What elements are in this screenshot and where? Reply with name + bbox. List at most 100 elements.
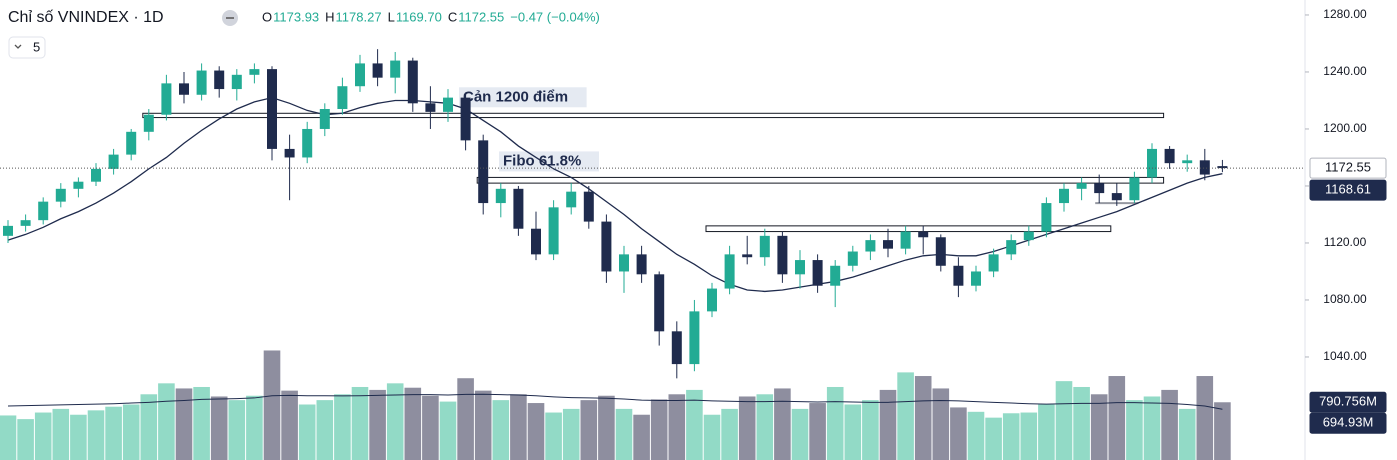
- candle-body: [742, 254, 753, 258]
- volume-bar: [545, 412, 562, 460]
- volume-bar: [1038, 404, 1055, 460]
- candle-body: [1182, 160, 1193, 164]
- interval-box[interactable]: [8, 36, 46, 59]
- volume-bar: [1055, 381, 1073, 460]
- candle-body: [319, 109, 330, 129]
- candle-body: [267, 69, 277, 149]
- candle-body: [707, 288, 717, 312]
- volume-bar: [492, 400, 510, 460]
- volume-bar: [351, 386, 369, 460]
- legend-value: 1173.93: [273, 9, 319, 24]
- volume-bar: [1196, 376, 1214, 460]
- candle-body: [548, 207, 559, 255]
- candle-body: [161, 83, 172, 115]
- volume-bar: [598, 395, 615, 460]
- chart-title: Chỉ số VNINDEX · 1D: [8, 9, 164, 26]
- y-tick-label: 1040.00: [1323, 349, 1367, 363]
- volume-bar: [1178, 408, 1196, 460]
- volume-bar: [34, 412, 52, 460]
- price-tag-label: 790.756M: [1319, 394, 1377, 409]
- candle-body: [654, 274, 665, 332]
- candle-body: [443, 97, 453, 112]
- candle-body: [108, 154, 119, 169]
- volume-bar: [1090, 394, 1108, 460]
- candle-body: [355, 63, 365, 87]
- candle-body: [988, 254, 999, 272]
- candle-body: [495, 188, 506, 204]
- volume-bar: [879, 389, 897, 460]
- candle-body: [337, 86, 348, 110]
- candle-body: [601, 221, 612, 272]
- volume-bar: [967, 411, 985, 460]
- volume-bar: [510, 394, 527, 460]
- price-tag: [1309, 179, 1387, 201]
- volume-bar: [52, 408, 70, 460]
- candle-body: [531, 228, 541, 255]
- volume-bar: [1126, 400, 1143, 460]
- candle-body: [865, 240, 876, 252]
- candle-body: [249, 69, 260, 75]
- candle-body: [918, 231, 929, 238]
- volume-bar: [1108, 376, 1126, 460]
- legend-letter: C: [448, 9, 457, 24]
- y-tick-label: 1200.00: [1323, 121, 1367, 135]
- candle-body: [759, 235, 770, 258]
- chevron: [14, 44, 22, 49]
- legend-letter: H: [325, 9, 334, 24]
- volume-bar: [193, 386, 210, 460]
- volume-bar: [809, 403, 826, 460]
- candle-body: [20, 220, 31, 226]
- volume-bar: [985, 417, 1002, 460]
- volume-bar: [527, 403, 545, 460]
- ohlc-legend: O 1173.93 H 1178.27 L 1169.70 C 1172.55 −0.47 (−…: [262, 9, 600, 24]
- legend-letter: L: [388, 9, 395, 24]
- zone: [142, 112, 1165, 119]
- volume-bar: [175, 388, 193, 460]
- volume-bar: [580, 400, 598, 460]
- volume-bar: [774, 388, 791, 460]
- price-tag-label: 694.93M: [1323, 415, 1374, 430]
- candle-body: [1059, 188, 1069, 204]
- volume-bar: [738, 396, 756, 460]
- candle-body: [513, 188, 524, 229]
- candle-body: [619, 254, 629, 272]
- y-tick-label: 1080.00: [1323, 292, 1367, 306]
- volume-bar: [668, 394, 686, 460]
- candle-body: [302, 128, 313, 158]
- y-tick-label: 1240.00: [1323, 64, 1367, 78]
- candle-body: [724, 254, 735, 289]
- volume-bar: [615, 408, 633, 460]
- volume-bar: [0, 415, 17, 460]
- volume-bar: [439, 401, 457, 460]
- legend-letter: O: [262, 9, 272, 24]
- candle-body: [777, 235, 788, 275]
- price-tag: [1309, 412, 1387, 434]
- volume-bar: [210, 396, 228, 460]
- volume-bar: [686, 389, 703, 460]
- candle-body: [214, 70, 225, 90]
- volume-bar: [932, 388, 950, 460]
- volume-bar: [826, 386, 844, 460]
- volume-ma-line: [7, 393, 1223, 410]
- candle-body: [583, 191, 594, 222]
- volume-bar: [158, 383, 175, 460]
- candle-body: [953, 265, 964, 286]
- legend-value: 1178.27: [336, 9, 382, 24]
- volume-bar: [474, 390, 492, 460]
- candle-body: [1147, 148, 1157, 178]
- volume-bar: [298, 404, 316, 460]
- volume-bar: [140, 394, 158, 460]
- price-tag-label: 1168.61: [1325, 182, 1371, 197]
- candle-body: [795, 260, 805, 275]
- volume-bar: [1020, 412, 1038, 460]
- volume-bar: [457, 378, 474, 460]
- volume-bar: [1073, 386, 1090, 460]
- price-tag-label: 1172.55: [1325, 160, 1371, 175]
- volume-bar: [897, 372, 914, 460]
- legend-value: 1172.55: [458, 9, 504, 24]
- candle-body: [38, 201, 49, 221]
- candle-body: [1023, 231, 1034, 241]
- candle-body: [3, 225, 13, 236]
- volume-bar: [862, 400, 879, 460]
